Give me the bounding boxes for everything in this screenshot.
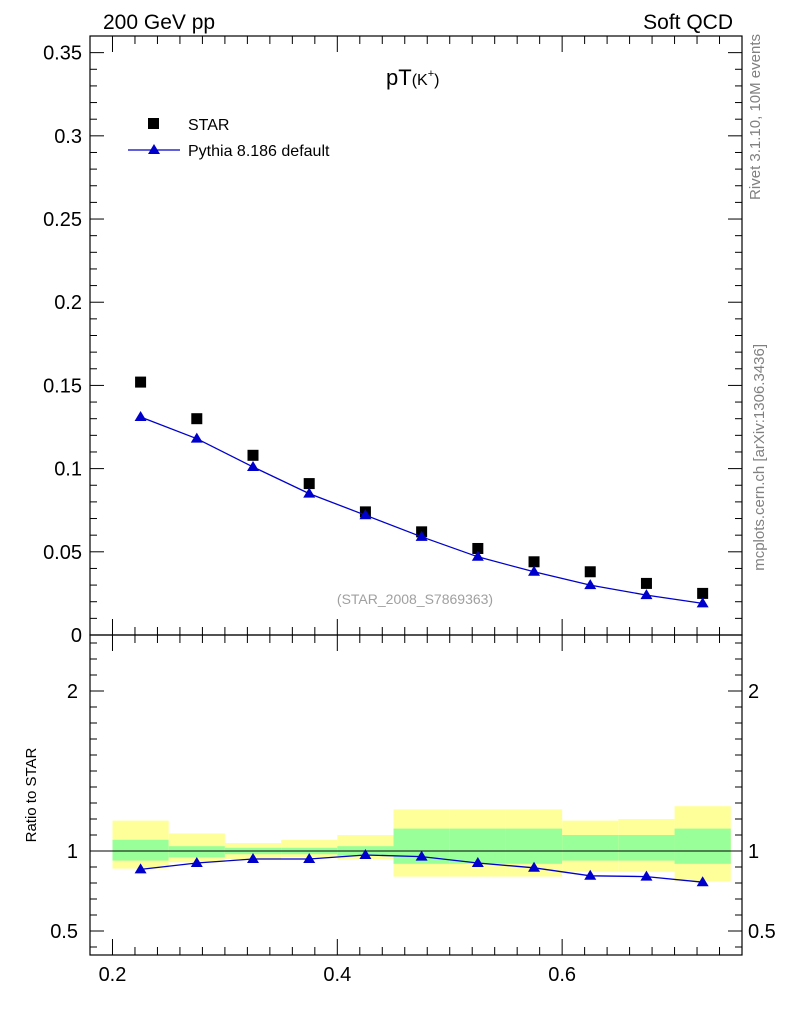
ratio-x-tick-label: 0.2 [99, 964, 127, 986]
ratio-band-inner [505, 828, 563, 864]
ratio-pythia-point [696, 876, 709, 887]
side-label-top: Rivet 3.1.10, 10M events [747, 34, 764, 200]
ratio-pythia-point [415, 850, 428, 861]
header-left: 200 GeV pp [103, 11, 215, 34]
legend-marker-pythia [148, 144, 160, 154]
ratio-pythia-point [190, 857, 203, 867]
pythia-point [528, 565, 541, 576]
ratio-frame [89, 634, 743, 956]
ratio-pythia-point [359, 849, 372, 859]
pythia-line [140, 416, 703, 605]
ratio-band-inner [112, 839, 169, 861]
main-y-tick-label: 0.05 [43, 542, 82, 564]
star-point [191, 413, 203, 425]
ratio-pythia-point [640, 870, 653, 881]
ratio-pythia-point [247, 853, 259, 863]
main-y-tick-label: 0.2 [54, 292, 82, 314]
ratio-y-tick-label: 0.5 [50, 921, 78, 943]
star-point [135, 376, 147, 388]
ratio-pythia-point [303, 853, 316, 863]
star-point [247, 449, 259, 461]
header-right: Soft QCD [643, 11, 733, 34]
pythia-point [471, 550, 484, 561]
pythia-point [303, 487, 316, 498]
ratio-x-tick-label: 0.4 [323, 964, 351, 986]
ratio-y-tick-label: 2 [67, 681, 78, 703]
star-point [697, 587, 709, 599]
ratio-y-tick-label-right: 1 [748, 841, 759, 863]
legend: STAR Pythia 8.186 default [128, 117, 330, 160]
ratio-band-inner [562, 835, 619, 861]
ratio-pythia-point [134, 863, 147, 874]
pythia-point [247, 460, 259, 471]
pythia-point [415, 530, 428, 541]
star-point [640, 577, 652, 589]
legend-marker-star [148, 118, 159, 129]
main-y-tick-label: 0.15 [43, 375, 82, 397]
legend-label-star: STAR [188, 117, 229, 134]
main-y-tick-label: 0.1 [54, 459, 82, 481]
watermark: (STAR_2008_S7869363) [337, 591, 493, 607]
main-y-tick-label: 0.3 [54, 126, 82, 148]
star-point [528, 556, 540, 568]
ratio-ylabel: Ratio to STAR [23, 747, 40, 842]
ratio-pythia-point [584, 869, 597, 880]
main-y-tick-label: 0.35 [43, 43, 82, 65]
ratio-y-tick-label: 1 [67, 841, 78, 863]
main-y-tick-label: 0 [71, 625, 82, 647]
ratio-pythia-point [471, 857, 484, 867]
ratio-band-inner [168, 846, 225, 858]
star-point [303, 478, 315, 490]
ratio-x-tick-label: 0.6 [548, 964, 576, 986]
chart-title: pT(K+) [386, 65, 439, 90]
pythia-point [696, 597, 709, 608]
star-point [472, 542, 484, 554]
ratio-panel: 0.5 0.5 1 1 2 2 0.2 0.4 0.6 [50, 634, 776, 986]
ratio-y-tick-label-right: 2 [748, 681, 759, 703]
ratio-band-inner [674, 828, 731, 864]
legend-label-pythia: Pythia 8.186 default [188, 143, 330, 160]
pythia-point [359, 509, 372, 520]
pythia-point [584, 579, 597, 590]
ratio-y-tick-label-right: 0.5 [748, 921, 776, 943]
ratio-pythia-point [528, 861, 541, 872]
ratio-band-inner [618, 835, 675, 861]
main-y-tick-label: 0.25 [43, 209, 82, 231]
main-panel: 0 0.05 0.1 0.15 0.2 0.25 0.3 0.35 [43, 35, 743, 647]
pythia-point [190, 432, 203, 443]
side-label-bottom: mcplots.cern.ch [arXiv:1306.3436] [751, 344, 768, 571]
star-point [584, 566, 596, 578]
pythia-point [134, 411, 147, 422]
pythia-point [640, 589, 653, 600]
